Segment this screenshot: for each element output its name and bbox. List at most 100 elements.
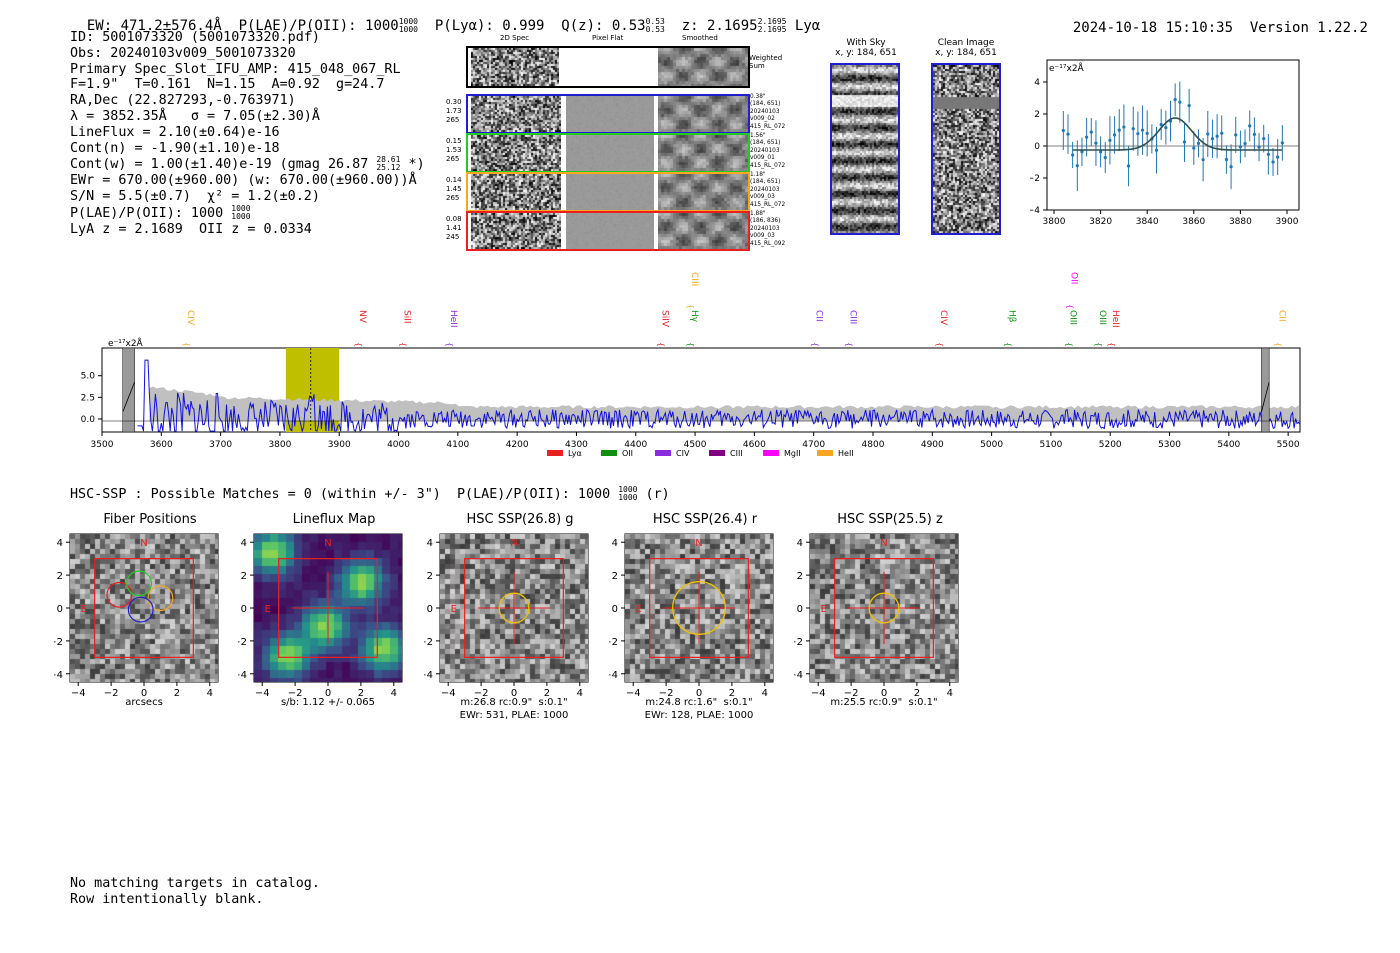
zoom-spectrum-chart: e⁻¹⁷x2Å 4 2 0 −2 −4 3800 3820 3840 3860 3880 3900 xyxy=(1030,59,1300,227)
info-line: Cont(n) = -1.90(±1.10)e-18 xyxy=(70,140,280,156)
mask-hatch xyxy=(1261,381,1270,413)
zoom-point xyxy=(1224,157,1229,162)
plae2-text: P(LAE)/P(OII): 1000 xyxy=(70,205,224,221)
y-tick-label: 4 xyxy=(427,538,433,549)
row-meta: v009_01 xyxy=(750,155,775,162)
info-lines2: EWr = 670.00(±960.00) (w: 670.00(±960.00… xyxy=(70,173,425,205)
x-tick-label: 0 xyxy=(141,688,147,699)
zoom-yticks: 4 2 0 −2 −4 xyxy=(1030,78,1047,216)
row-stat: 1.53 xyxy=(446,146,462,154)
zoom-ytick-label: −4 xyxy=(1030,206,1040,216)
zoom-point xyxy=(1136,132,1140,136)
emission-line-brace: { xyxy=(844,342,853,347)
x-tick-label: 2 xyxy=(544,688,550,699)
cutout-row xyxy=(466,211,750,251)
row-stat: 245 xyxy=(446,233,460,241)
x-tick-label: 0 xyxy=(881,688,887,699)
zoom-point xyxy=(1173,98,1177,102)
header-bar: EW: 471.2±576.4Å P(LAE)/P(OII): 10001000… xyxy=(70,2,820,35)
y-tick-label: 2 xyxy=(241,571,247,582)
hsc-panel-title: HSC SSP(25.5) z xyxy=(837,512,943,527)
footer-line-1: No matching targets in catalog. xyxy=(70,876,320,891)
qz-value: Q(z): 0.53 xyxy=(561,18,646,34)
aperture-box xyxy=(278,558,378,658)
hsc-panel-title: Lineflux Map xyxy=(292,512,376,527)
row-meta: 20240103 xyxy=(750,147,780,154)
spectrum-ytick-label: 5.0 xyxy=(81,372,96,382)
hsc-summary: HSC-SSP : Possible Matches = 0 (within +… xyxy=(70,485,670,503)
spectrum-flux-line xyxy=(137,359,1301,433)
zoom-point xyxy=(1243,141,1247,146)
cutout-row-stats: 0.08 1.41 245 xyxy=(446,215,462,242)
spectrum-xtick-label: 4700 xyxy=(802,440,825,450)
col-title-2dspec: 2D Spec xyxy=(500,34,530,42)
contw-hi: 28.61 xyxy=(376,155,401,165)
cutout-row-meta: 0.38" (184, 651) 20240103 v009_02 415_RL_072 xyxy=(750,94,785,131)
zoom-point xyxy=(1154,148,1159,152)
hsc-overlay: NE xyxy=(821,538,934,658)
zoom-point xyxy=(1187,104,1191,108)
cutout-row-stats: 0.30 1.73 265 xyxy=(446,98,462,125)
z-hi: 2.1695 xyxy=(757,17,787,26)
y-tick-label: 4 xyxy=(797,538,803,549)
zoom-point xyxy=(1229,165,1233,169)
cutout-row-stats: 0.14 1.45 265 xyxy=(446,176,462,203)
x-tick-label: −4 xyxy=(441,688,456,699)
hsc-summary-hi: 1000 xyxy=(618,485,638,494)
x-tick-label: 2 xyxy=(914,688,920,699)
legend-swatch xyxy=(817,450,833,456)
emission-line-labels: CIV{NV{SiII{HeII{SiIV{CIII{Hγ{CII{CIII{C… xyxy=(182,272,1286,347)
hsc-caption-1: s/b: 1.12 +/- 0.065 xyxy=(280,697,376,708)
spectrum-xtick-label: 3900 xyxy=(328,440,351,450)
x-tick-label: −4 xyxy=(811,688,826,699)
plae-lo: 1000 xyxy=(398,25,418,34)
legend-label: OII xyxy=(622,449,633,458)
timestamp: 2024-10-18 15:10:35 xyxy=(1072,20,1234,36)
plae2-lo: 1000 xyxy=(231,211,251,221)
emission-line-brace: { xyxy=(935,342,944,347)
x-tick-label: 4 xyxy=(947,688,953,699)
spectrum-ytick-label: 2.5 xyxy=(81,393,95,403)
row-meta: (184, 651) xyxy=(750,140,781,147)
hsc-summary-lo: 1000 xyxy=(618,493,638,502)
zoom-ytick-label: −2 xyxy=(1030,174,1040,184)
row-stat: 1.45 xyxy=(446,185,462,193)
zoom-point xyxy=(1131,127,1135,131)
with-sky-xy: x, y: 184, 651 xyxy=(835,48,897,58)
hsc-caption-2: EWr: 128, PLAE: 1000 xyxy=(644,710,754,721)
zoom-point xyxy=(1262,137,1266,141)
row-meta: 20240103 xyxy=(750,225,780,232)
spectrum-xtick-label: 5100 xyxy=(1039,440,1062,450)
y-tick-label: 2 xyxy=(57,571,63,582)
info-line: λ = 3852.35Å σ = 7.05(±2.30)Å xyxy=(70,108,320,124)
spectrum-xtick-label: 4500 xyxy=(684,440,707,450)
zoom-gaussian-fit xyxy=(1072,117,1283,151)
row-stat: 0.14 xyxy=(446,176,462,184)
y-tick-label: −4 xyxy=(609,670,618,681)
north-label: N xyxy=(510,538,517,549)
zoom-point xyxy=(1178,100,1182,104)
info-line: Obs: 20240103v009_5001073320 xyxy=(70,45,296,61)
row-meta: 1.88" xyxy=(750,211,766,217)
hsc-panel-title: Fiber Positions xyxy=(103,512,197,527)
hsc-overlay: NE xyxy=(265,538,378,658)
zoom-point xyxy=(1210,137,1215,141)
x-tick-label: 0 xyxy=(511,688,517,699)
y-tick-label: −4 xyxy=(54,670,63,681)
aperture-box xyxy=(464,558,564,658)
legend-swatch xyxy=(601,450,617,456)
cutout-row xyxy=(466,172,750,212)
east-label: E xyxy=(636,604,642,615)
cutout-row xyxy=(466,94,750,134)
zoom-point xyxy=(1201,158,1205,162)
cutout-row-meta: 1.56" (184, 651) 20240103 v009_01 415_RL_072 xyxy=(750,133,785,170)
spectrum-xtick-label: 5300 xyxy=(1158,440,1181,450)
emission-line-brace: { xyxy=(686,304,695,309)
y-tick-label: 4 xyxy=(241,538,247,549)
row-stat: 0.15 xyxy=(446,137,462,145)
legend-label: HeII xyxy=(838,449,854,458)
zoom-point xyxy=(1192,146,1196,150)
fiber-circle xyxy=(147,585,174,612)
cutout-smoothed xyxy=(658,135,748,171)
x-tick-label: −2 xyxy=(104,688,119,699)
